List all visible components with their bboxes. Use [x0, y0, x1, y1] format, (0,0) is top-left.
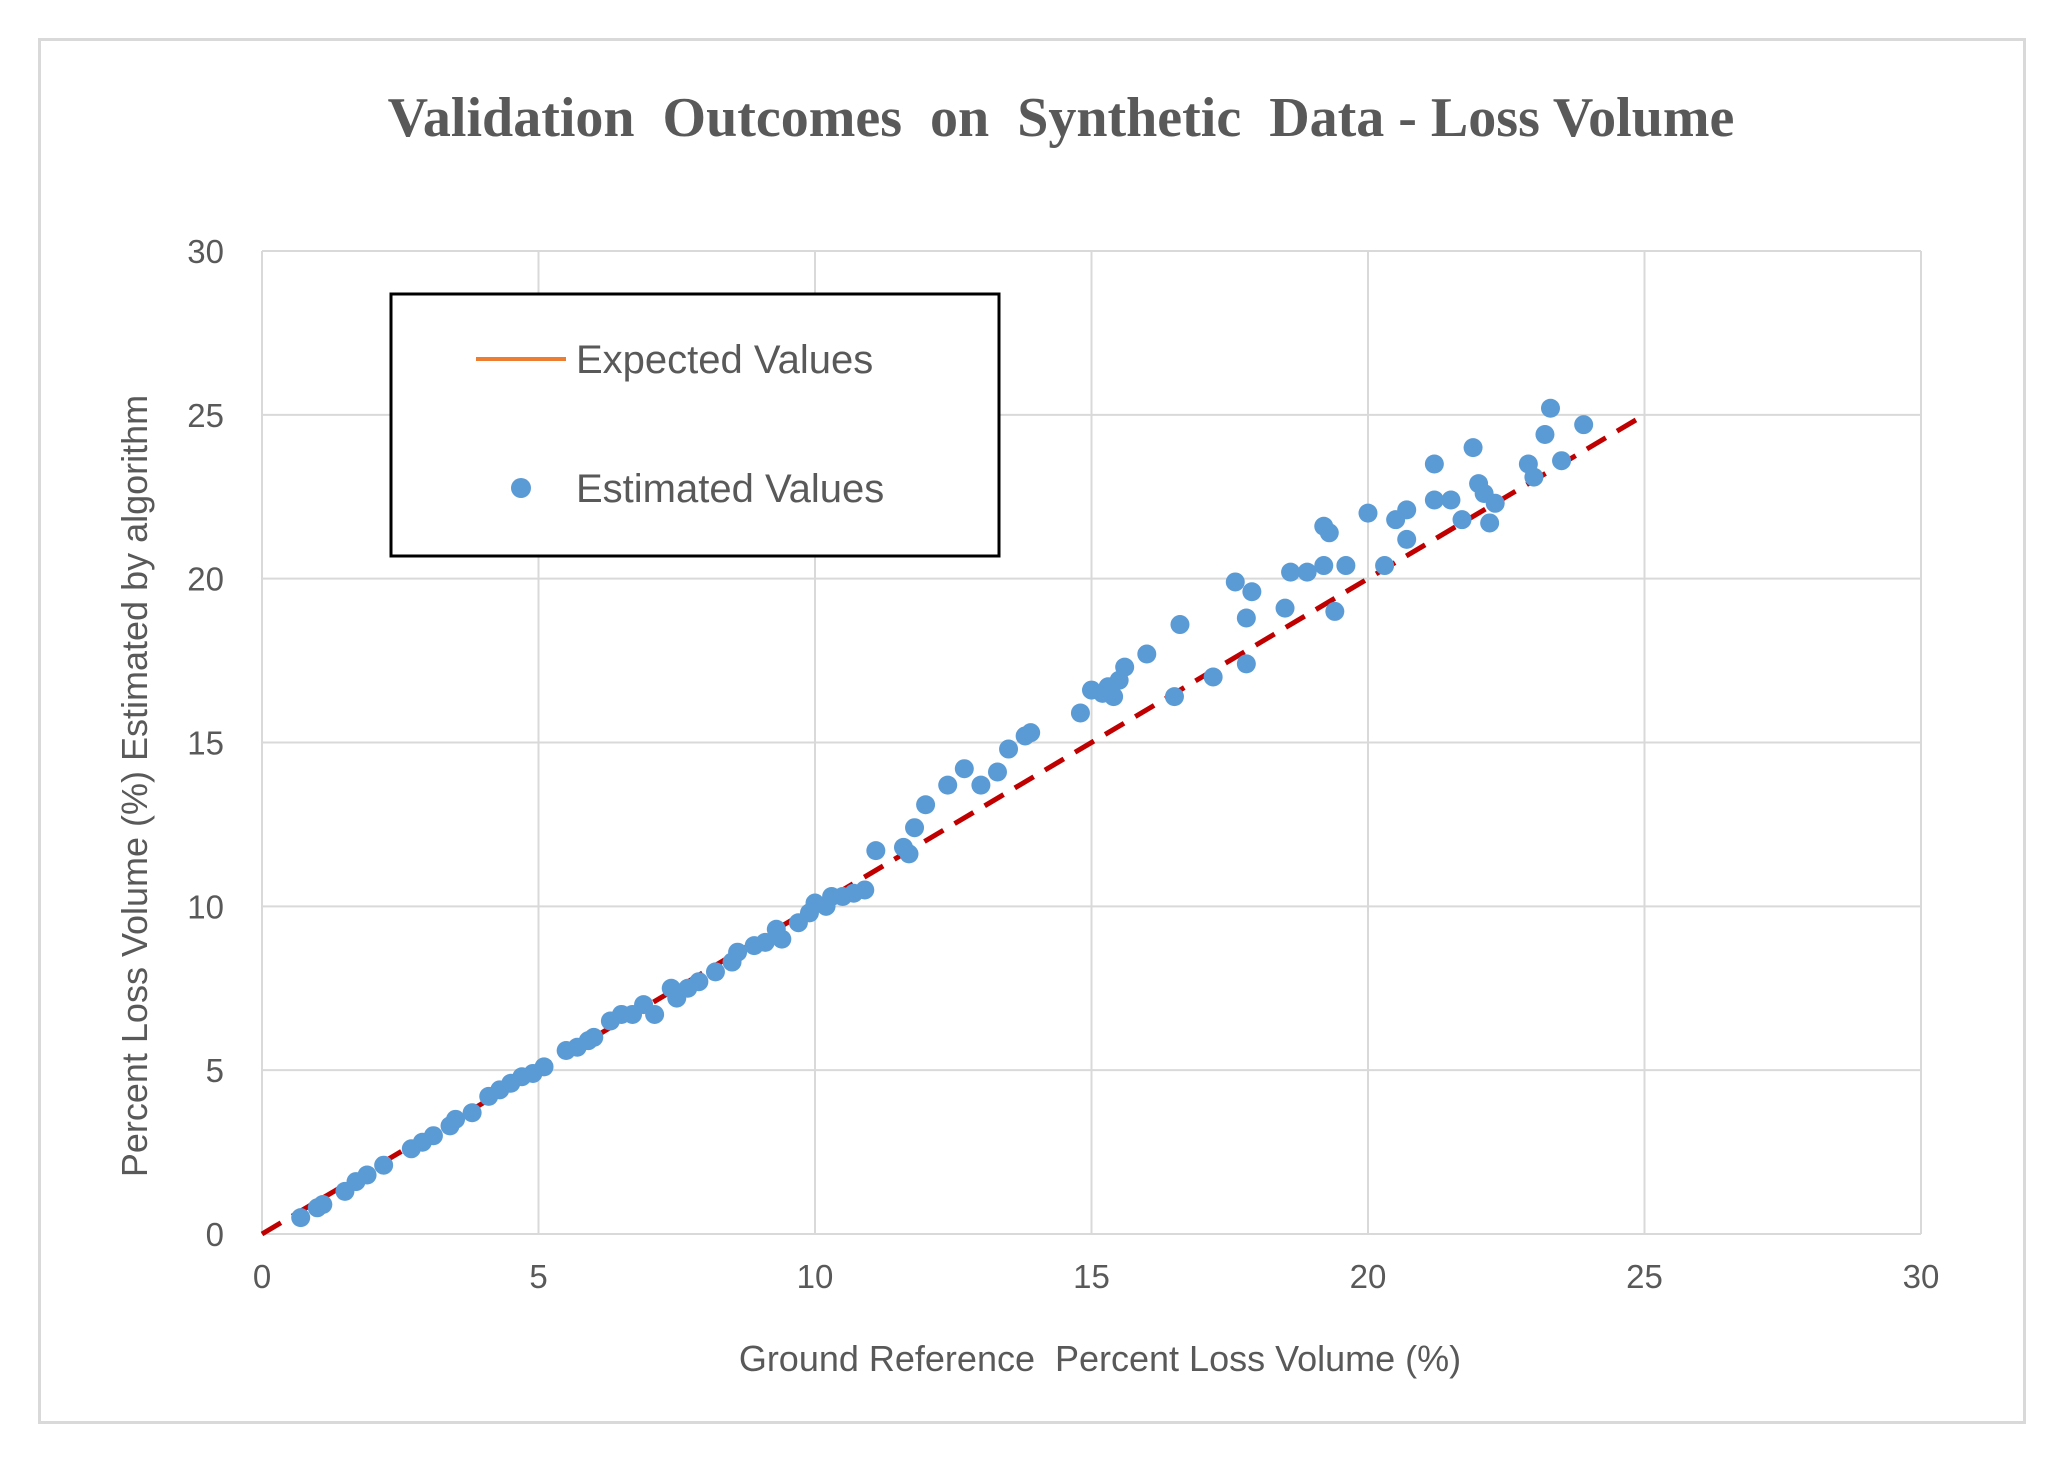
- x-tick-label: 15: [1073, 1258, 1110, 1295]
- estimated-value-point: [1104, 687, 1124, 707]
- estimated-value-point: [1275, 598, 1295, 618]
- estimated-value-point: [1336, 556, 1356, 576]
- estimated-value-point: [1485, 493, 1505, 513]
- estimated-value-point: [905, 818, 925, 838]
- x-tick-label: 25: [1626, 1258, 1663, 1295]
- y-axis-label: Percent Loss Volume (%) Estimated by alg…: [114, 395, 155, 1177]
- estimated-value-point: [1314, 556, 1334, 576]
- estimated-value-point: [954, 759, 974, 779]
- legend: Expected Values Estimated Values: [389, 292, 1001, 558]
- estimated-value-point: [1552, 451, 1572, 471]
- y-tick-label: 10: [187, 888, 224, 925]
- estimated-value-point: [1441, 490, 1461, 510]
- grid-lines: [261, 250, 1922, 1235]
- estimated-value-point: [1170, 615, 1190, 635]
- estimated-value-point: [1164, 687, 1184, 707]
- estimated-value-point: [1281, 562, 1301, 582]
- estimated-value-point: [1021, 723, 1041, 743]
- estimated-value-point: [357, 1165, 377, 1185]
- estimated-value-point: [1375, 556, 1395, 576]
- legend-estimated-label: Estimated Values: [576, 467, 884, 511]
- estimated-value-point: [1137, 644, 1157, 664]
- estimated-value-point: [1424, 490, 1444, 510]
- estimated-value-point: [1540, 398, 1560, 418]
- x-tick-label: 5: [529, 1258, 547, 1295]
- estimated-value-point: [423, 1126, 443, 1146]
- estimated-value-point: [971, 775, 991, 795]
- estimated-value-point: [1236, 654, 1256, 674]
- estimated-value-point: [1574, 415, 1594, 435]
- estimated-value-point: [1297, 562, 1317, 582]
- y-tick-labels: 0 5 10 15 20 25 30: [187, 233, 224, 1253]
- y-tick-label: 15: [187, 725, 224, 762]
- estimated-value-point: [689, 972, 709, 992]
- estimated-value-point: [291, 1208, 311, 1228]
- estimated-value-point: [705, 962, 725, 982]
- estimated-value-point: [446, 1109, 466, 1129]
- estimated-value-point: [584, 1027, 604, 1047]
- estimated-value-point: [866, 841, 886, 861]
- chart-frame: Validation Outcomes on Synthetic Data - …: [38, 38, 2026, 1424]
- legend-expected-label: Expected Values: [576, 338, 873, 382]
- x-tick-label: 10: [797, 1258, 834, 1295]
- estimated-value-point: [855, 880, 875, 900]
- estimated-value-point: [1480, 513, 1500, 533]
- y-tick-label: 5: [206, 1052, 224, 1089]
- estimated-value-point: [772, 929, 792, 949]
- estimated-value-point: [1463, 438, 1483, 458]
- estimated-value-point: [1358, 503, 1378, 523]
- x-tick-labels: 0 5 10 15 20 25 30: [253, 1258, 1940, 1295]
- estimated-value-point: [534, 1057, 554, 1077]
- x-axis-label: Ground Reference Percent Loss Volume (%): [739, 1338, 1461, 1379]
- chart-svg: Validation Outcomes on Synthetic Data - …: [114, 87, 1940, 1379]
- y-tick-label: 20: [187, 561, 224, 598]
- estimated-value-point: [1203, 667, 1223, 687]
- chart-title: Validation Outcomes on Synthetic Data - …: [388, 87, 1735, 149]
- estimated-value-point: [313, 1195, 333, 1215]
- estimated-value-point: [645, 1004, 665, 1024]
- estimated-value-point: [374, 1155, 394, 1175]
- expected-values-series: [260, 412, 1646, 1237]
- expected-values-line: [260, 412, 1646, 1237]
- estimated-value-point: [755, 932, 775, 952]
- estimated-value-point: [1452, 510, 1472, 530]
- estimated-value-point: [1397, 500, 1417, 520]
- estimated-value-point: [1115, 657, 1135, 677]
- x-tick-label: 20: [1350, 1258, 1387, 1295]
- estimated-value-point: [1242, 582, 1262, 602]
- estimated-value-point: [938, 775, 958, 795]
- estimated-value-point: [1424, 454, 1444, 474]
- x-tick-label: 30: [1903, 1258, 1940, 1295]
- estimated-value-point: [1070, 703, 1090, 723]
- estimated-value-point: [899, 844, 919, 864]
- estimated-value-point: [999, 739, 1019, 759]
- y-tick-label: 30: [187, 233, 224, 270]
- legend-box: [389, 292, 1001, 558]
- estimated-value-point: [916, 795, 936, 815]
- estimated-value-point: [1535, 424, 1555, 444]
- estimated-value-point: [1319, 523, 1339, 543]
- estimated-value-point: [1236, 608, 1256, 628]
- y-tick-label: 25: [187, 397, 224, 434]
- estimated-value-point: [1524, 467, 1544, 487]
- estimated-value-point: [987, 762, 1007, 782]
- estimated-value-point: [1397, 529, 1417, 549]
- y-tick-label: 0: [206, 1216, 224, 1253]
- estimated-value-point: [1225, 572, 1245, 592]
- estimated-values-series: [291, 398, 1594, 1228]
- estimated-value-point: [1325, 601, 1345, 621]
- estimated-value-point: [728, 942, 748, 962]
- estimated-value-point: [462, 1103, 482, 1123]
- legend-estimated-swatch: [511, 478, 531, 498]
- x-tick-label: 0: [253, 1258, 271, 1295]
